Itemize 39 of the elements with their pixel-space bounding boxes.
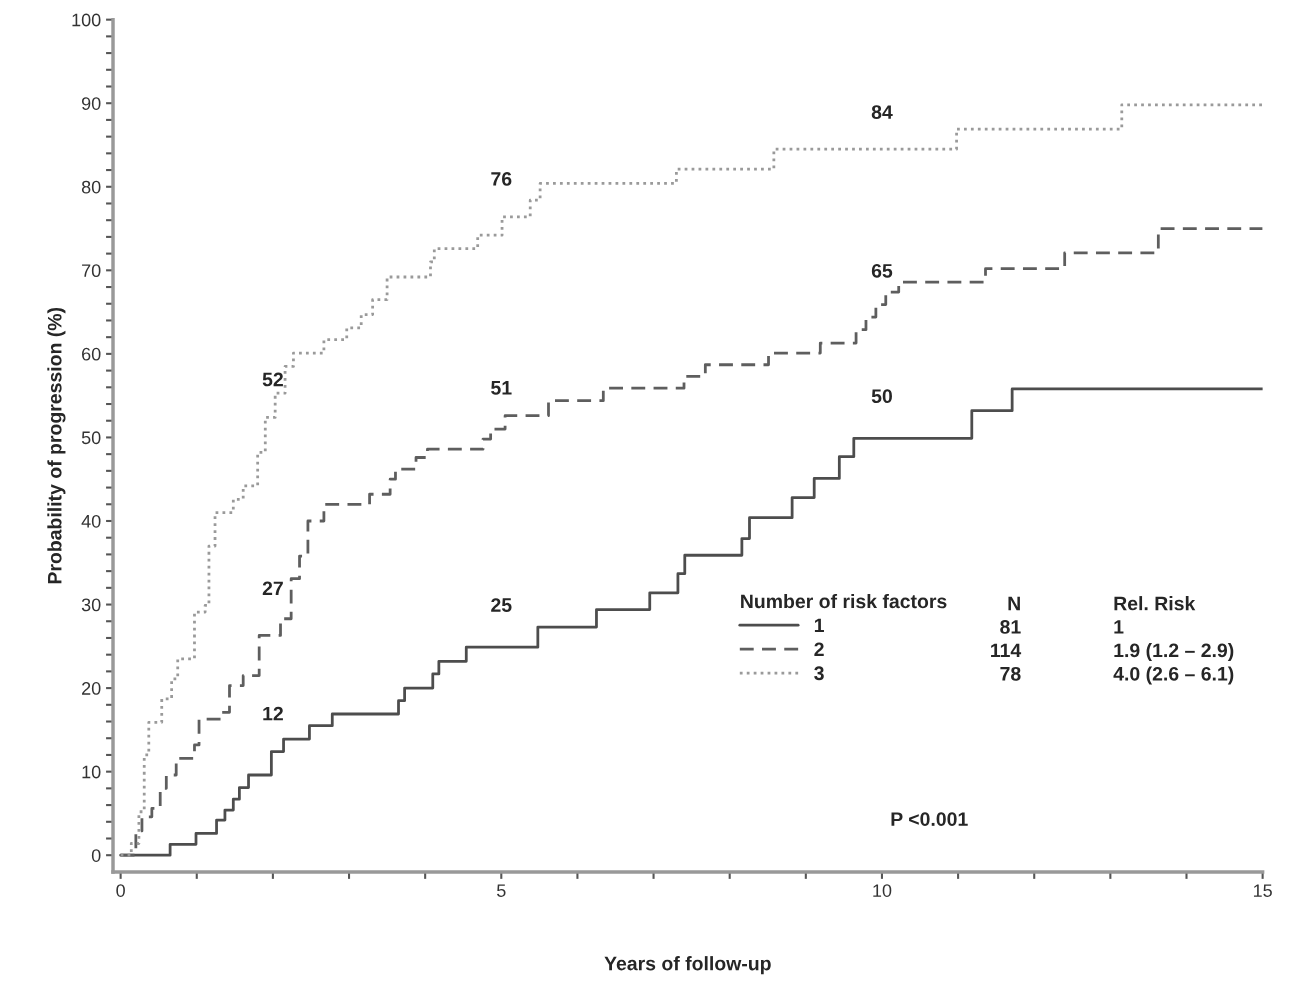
y-tick-label: 90 [81,97,101,110]
x-tick-label: 0 [116,884,125,897]
legend-label: 3 [814,666,824,681]
annotation: P <0.001 [891,812,968,826]
legend-title: Number of risk factors [741,593,947,609]
x-tick-label: 5 [497,884,506,897]
y-tick-label: 80 [81,180,101,194]
y-tick-label: 100 [72,13,101,27]
annotation: 51 [491,381,512,395]
x-tick-label: 10 [873,884,892,897]
annotation: 1 [1114,620,1124,634]
annotation: 76 [491,172,512,186]
y-axis-title: Probability of progression (%) [47,307,66,584]
annotation: 27 [262,581,283,596]
y-tick-label: 50 [81,431,101,445]
y-tick-label: 30 [81,598,101,612]
legend-label: 1 [814,618,824,633]
annotation: 52 [262,372,283,387]
annotation: 78 [1000,666,1021,681]
annotation: 65 [871,263,893,278]
legend-label: 2 [814,642,824,656]
annotation: 114 [991,643,1022,658]
annotation: N [1008,596,1020,611]
y-tick-label: 70 [82,264,101,278]
y-tick-label: 20 [82,682,101,695]
y-tick-label: 10 [82,765,101,779]
y-tick-label: 0 [91,849,101,862]
annotation: 81 [1000,620,1021,634]
annotation: 84 [871,105,893,119]
x-tick-label: 15 [1253,884,1272,897]
y-tick-label: 60 [82,347,101,361]
x-axis-title: Years of follow-up [604,956,771,975]
annotation: 50 [871,389,892,404]
annotation: 1.9 (1.2 – 2.9) [1114,642,1234,662]
annotation: 25 [491,598,512,612]
annotation: 4.0 (2.6 – 6.1) [1113,666,1234,685]
annotation: 12 [263,706,283,721]
annotation: Rel. Risk [1114,596,1196,611]
y-tick-label: 40 [81,514,101,528]
